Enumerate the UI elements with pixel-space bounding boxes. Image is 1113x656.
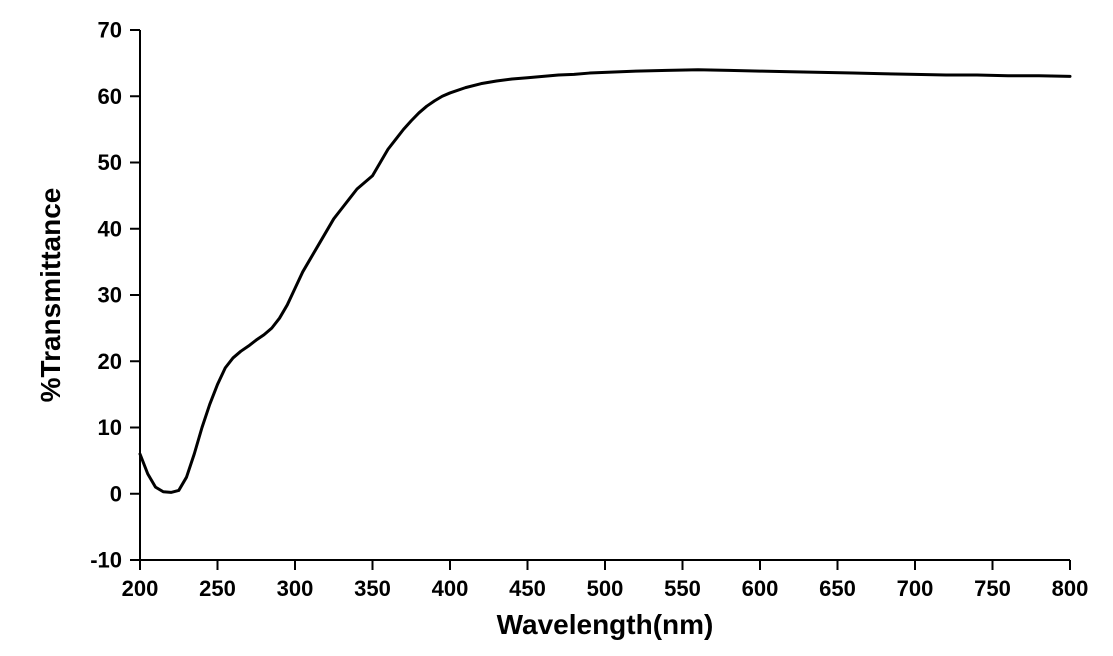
x-axis-title: Wavelength(nm) (497, 609, 714, 640)
x-tick-label: 450 (509, 576, 546, 601)
x-tick-label: 300 (277, 576, 314, 601)
y-tick-label: 60 (98, 84, 122, 109)
x-tick-label: 800 (1052, 576, 1089, 601)
x-tick-label: 200 (122, 576, 159, 601)
x-tick-label: 400 (432, 576, 469, 601)
y-tick-label: 50 (98, 150, 122, 175)
x-tick-label: 250 (199, 576, 236, 601)
y-tick-label: 10 (98, 415, 122, 440)
transmittance-chart: 200250300350400450500550600650700750800-… (0, 0, 1113, 656)
y-tick-label: 30 (98, 283, 122, 308)
x-tick-label: 550 (664, 576, 701, 601)
y-tick-label: 70 (98, 18, 122, 43)
y-tick-label: 40 (98, 216, 122, 241)
x-tick-label: 600 (742, 576, 779, 601)
chart-svg: 200250300350400450500550600650700750800-… (0, 0, 1113, 656)
x-tick-label: 650 (819, 576, 856, 601)
series-line (140, 70, 1070, 493)
y-tick-label: 20 (98, 349, 122, 374)
y-axis-title: %Transmittance (35, 188, 66, 403)
y-tick-label: 0 (110, 481, 122, 506)
y-tick-label: -10 (90, 548, 122, 573)
x-tick-label: 700 (897, 576, 934, 601)
x-tick-label: 350 (354, 576, 391, 601)
x-tick-label: 750 (974, 576, 1011, 601)
x-tick-label: 500 (587, 576, 624, 601)
